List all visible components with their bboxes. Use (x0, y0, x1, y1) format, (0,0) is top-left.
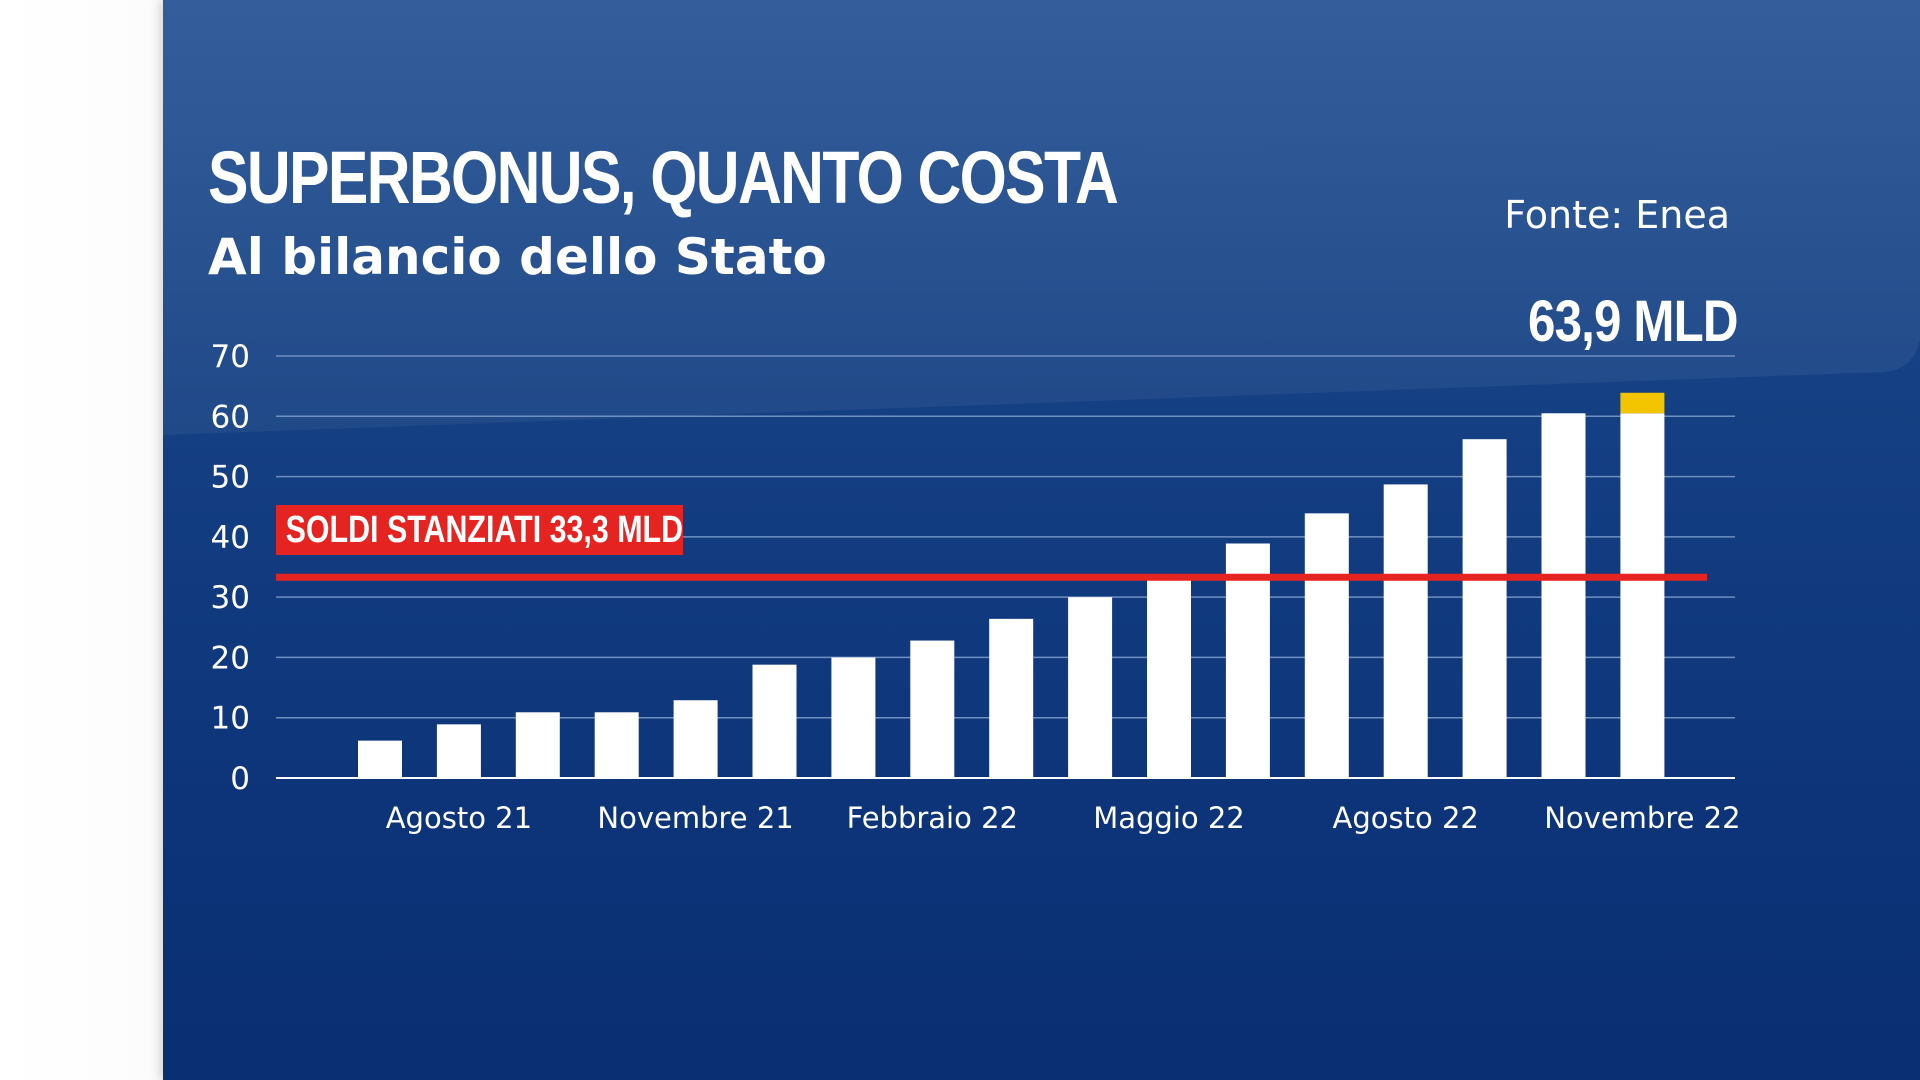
chart-subtitle: Al bilancio dello Stato (208, 228, 827, 286)
bar (752, 664, 797, 778)
x-tick-label: Novembre 22 (1544, 801, 1740, 835)
bar (1462, 439, 1507, 778)
x-tick-label: Febbraio 22 (847, 801, 1018, 835)
y-tick-label: 10 (211, 701, 250, 737)
y-tick-label: 40 (211, 520, 250, 556)
x-tick-label: Maggio 22 (1093, 801, 1245, 835)
bar (358, 740, 402, 778)
bar (1383, 484, 1428, 778)
bar (989, 618, 1034, 778)
y-tick-label: 70 (211, 339, 250, 375)
bar (1304, 513, 1349, 778)
y-tick-label: 50 (211, 460, 250, 496)
total-annotation: 63,9 MLD (1528, 289, 1738, 354)
budget-line-label-text: SOLDI STANZIATI 33,3 MLD (285, 509, 683, 551)
bar (1620, 413, 1665, 778)
gloss-overlay (163, 0, 1920, 435)
bar (673, 700, 718, 778)
x-tick-label: Novembre 21 (597, 801, 793, 835)
source-label: Fonte: Enea (1504, 193, 1730, 237)
bar-highlight-segment (1620, 392, 1665, 414)
bar (1147, 575, 1191, 778)
bar (831, 657, 876, 778)
bar (1068, 597, 1113, 778)
bar (515, 712, 560, 778)
bar-chart: 0 10 20 30 40 50 60 70 Agosto 21 Novembre 21 Febbr… (211, 339, 1741, 835)
x-tick-label: Agosto 22 (1333, 801, 1479, 835)
budget-line-label: SOLDI STANZIATI 33,3 MLD (276, 505, 683, 555)
x-tick-label: Agosto 21 (386, 801, 532, 835)
chart-panel: 0 10 20 30 40 50 60 70 Agosto 21 Novembre 21 Febbr… (163, 0, 1920, 1080)
y-tick-label: 30 (211, 580, 250, 616)
bar (1225, 543, 1270, 778)
bar (1541, 413, 1586, 778)
bar (436, 724, 481, 778)
y-tick-label: 20 (211, 640, 250, 676)
y-tick-label: 60 (211, 399, 250, 435)
y-tick-label: 0 (230, 761, 250, 797)
chart-title: SUPERBONUS, QUANTO COSTA (208, 136, 1119, 219)
bar (594, 712, 639, 778)
bar (910, 640, 955, 778)
